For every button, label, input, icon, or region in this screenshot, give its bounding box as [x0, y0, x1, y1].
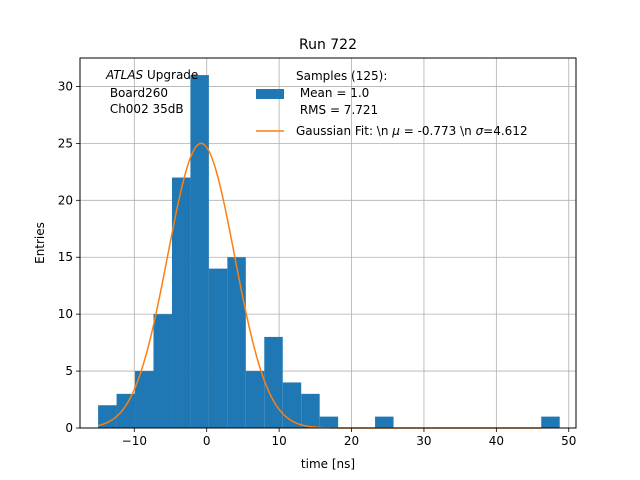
histogram-bar — [190, 75, 209, 429]
x-tick-label: 40 — [489, 434, 504, 448]
y-tick-label: 5 — [65, 364, 73, 378]
plot-frame — [79, 57, 577, 429]
histogram-bar — [301, 393, 320, 428]
x-tick-label: 0 — [203, 434, 211, 448]
legend-fit-label: Gaussian Fit: \n μ = -0.773 \n σ=4.612 — [296, 124, 528, 138]
legend-samples-mean: Mean = 1.0 — [296, 86, 369, 100]
board-label: Board260 — [106, 86, 168, 100]
legend-samples-title: Samples (125): — [296, 69, 387, 83]
histogram-bar — [264, 336, 283, 428]
histogram-bar — [227, 257, 246, 428]
x-axis-ticks: −10 0 10 20 30 40 50 — [122, 428, 576, 448]
y-tick-label: 20 — [58, 193, 73, 207]
y-axis-label: Entries — [33, 222, 47, 264]
legend-samples-swatch — [256, 89, 284, 99]
histogram-bar — [116, 393, 136, 428]
atlas-annotation: ATLAS Upgrade Board260 Ch002 35dB — [105, 68, 198, 116]
histogram-bar — [171, 177, 191, 428]
x-tick-label: 50 — [561, 434, 576, 448]
y-tick-label: 15 — [58, 250, 73, 264]
legend-samples-rms: RMS = 7.721 — [296, 103, 378, 117]
x-tick-label: 20 — [344, 434, 359, 448]
histogram-bar — [153, 314, 172, 428]
histogram-bar — [135, 371, 154, 428]
histogram-bar — [375, 416, 394, 428]
svg-text:ATLAS Upgrade: ATLAS Upgrade — [105, 68, 198, 82]
y-tick-label: 10 — [58, 307, 73, 321]
x-tick-label: 30 — [416, 434, 431, 448]
atlas-label: ATLAS — [105, 68, 144, 82]
histogram-bar — [541, 416, 560, 428]
y-tick-label: 30 — [58, 79, 73, 93]
chart-title: Run 722 — [299, 37, 357, 53]
channel-label: Ch002 35dB — [106, 102, 184, 116]
histogram-bar — [319, 416, 339, 428]
legend: Samples (125): Mean = 1.0 RMS = 7.721 Ga… — [256, 69, 528, 138]
histogram-bars — [98, 75, 560, 429]
histogram-bar — [282, 382, 302, 428]
x-tick-label: 10 — [271, 434, 286, 448]
y-tick-label: 25 — [58, 136, 73, 150]
y-axis-ticks: 0 5 10 15 20 25 30 — [58, 79, 80, 435]
histogram-bar — [208, 268, 228, 428]
histogram-bar — [98, 405, 117, 428]
y-tick-label: 0 — [65, 421, 73, 435]
x-tick-label: −10 — [122, 434, 147, 448]
upgrade-label: Upgrade — [143, 68, 198, 82]
x-axis-label: time [ns] — [301, 457, 355, 471]
histogram-bar — [245, 371, 265, 428]
